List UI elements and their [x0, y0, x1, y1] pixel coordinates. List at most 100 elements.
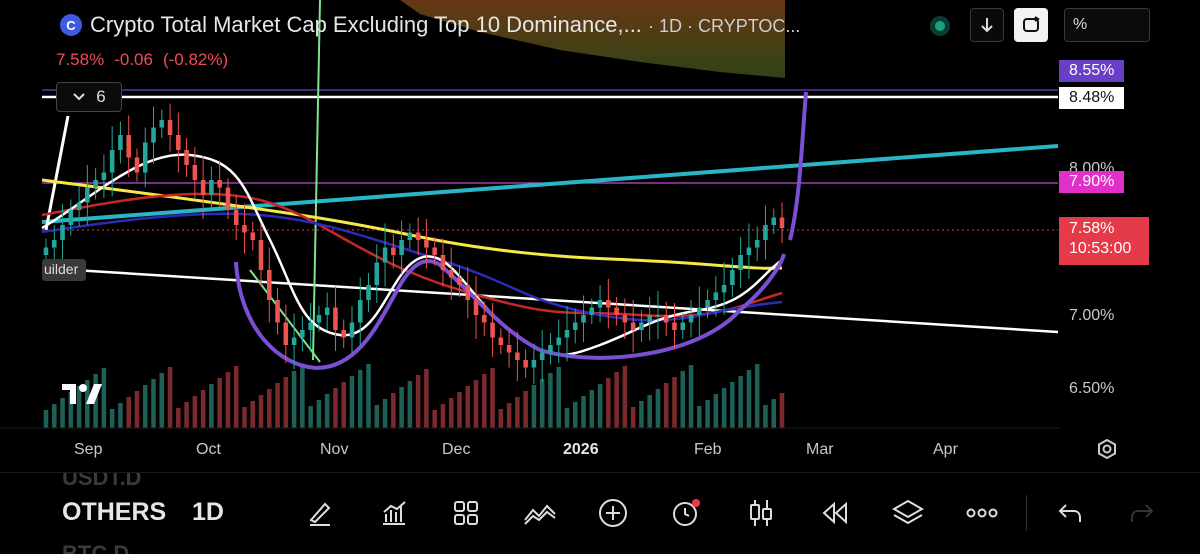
current-symbol[interactable]: OTHERS — [62, 498, 167, 526]
compare-button[interactable] — [522, 495, 558, 531]
time-label-oct: Oct — [196, 441, 221, 458]
indicators-toggle[interactable]: 6 — [56, 82, 122, 112]
candle-body — [159, 120, 165, 128]
candle-body — [490, 322, 495, 338]
candle-body — [581, 315, 586, 323]
builder-label[interactable]: uilder — [42, 259, 86, 281]
price-label-6-50: 6.50% — [1069, 380, 1115, 397]
time-label-dec: Dec — [442, 441, 471, 458]
volume-bar — [713, 394, 719, 428]
volume-bar — [374, 405, 380, 428]
candle-body — [589, 307, 595, 315]
prev-symbol[interactable]: USDT.D — [62, 473, 142, 490]
volume-bar — [176, 408, 181, 428]
settings-gear-icon[interactable] — [1096, 438, 1118, 460]
candle-body — [746, 247, 752, 255]
candle-body — [730, 270, 735, 285]
chart-canvas[interactable] — [0, 0, 1200, 470]
price-tag-magenta[interactable]: 7.90% — [1059, 171, 1125, 193]
volume-bar — [655, 389, 661, 428]
volume-bar — [225, 372, 231, 428]
trend-line-teal — [41, 144, 1059, 224]
candle-body — [391, 247, 396, 255]
volume-bar — [391, 393, 396, 428]
candle-body — [333, 307, 338, 330]
green-diagonal-line — [249, 269, 321, 363]
redo-button[interactable] — [1124, 495, 1160, 531]
candle-body — [341, 330, 346, 338]
volume-bar — [242, 407, 247, 428]
volume-bar — [382, 399, 388, 428]
indicators-button[interactable] — [376, 495, 412, 531]
candle-body — [432, 247, 437, 255]
scale-mode-field[interactable]: % — [1064, 8, 1150, 42]
last-price: 7.58% — [56, 50, 105, 69]
chart-type-button[interactable] — [743, 495, 779, 531]
volume-bar — [341, 382, 346, 428]
symbol-header[interactable]: C Crypto Total Market Cap Excluding Top … — [60, 12, 800, 38]
chart-area[interactable]: C Crypto Total Market Cap Excluding Top … — [0, 0, 1200, 470]
volume-bar — [324, 394, 330, 428]
candle-body — [482, 315, 487, 323]
volume-bar — [366, 364, 371, 428]
volume-bar — [267, 389, 272, 428]
current-interval[interactable]: 1D — [192, 498, 224, 526]
candle-body — [457, 277, 462, 285]
candles — [43, 103, 785, 384]
volume-bar — [606, 378, 611, 428]
replay-button[interactable] — [816, 495, 852, 531]
candle-body — [101, 172, 107, 180]
volume-bar — [705, 400, 710, 428]
tradingview-logo — [62, 384, 102, 404]
symbol-switcher[interactable]: USDT.D OTHERS 1D BTC.D — [62, 473, 262, 554]
volume-bar — [357, 370, 363, 428]
volume-bar — [457, 392, 462, 428]
candle-body — [407, 232, 413, 240]
candle-body — [275, 300, 280, 323]
candle-body — [200, 180, 206, 195]
download-button[interactable] — [970, 8, 1004, 42]
volume-bar — [51, 404, 57, 428]
candle-body — [184, 150, 189, 165]
volume-bar — [151, 379, 156, 428]
price-tag-white[interactable]: 8.48% — [1059, 87, 1125, 109]
candle-body — [564, 330, 570, 338]
volume-bar — [142, 385, 148, 428]
candle-body — [324, 307, 330, 315]
candle-body — [622, 315, 628, 323]
price-tag-current[interactable]: 7.58% 10:53:00 — [1059, 217, 1149, 265]
candle-body — [515, 352, 520, 360]
volume-bar — [490, 368, 495, 428]
candle-body — [109, 150, 115, 173]
volume-bar — [134, 391, 140, 428]
candle-body — [76, 202, 82, 210]
candle-body — [639, 322, 644, 330]
next-symbol[interactable]: BTC.D — [62, 541, 130, 554]
volume-bar — [76, 386, 82, 428]
candle-body — [614, 307, 619, 315]
price-tag-purple[interactable]: 8.55% — [1059, 60, 1125, 82]
candle-body — [548, 345, 553, 353]
add-button[interactable] — [595, 495, 631, 531]
draw-button[interactable] — [302, 495, 338, 531]
ma-yellow — [41, 178, 783, 270]
volume-bar — [663, 383, 669, 428]
chart-title[interactable]: Crypto Total Market Cap Excluding Top 10… — [90, 12, 801, 37]
templates-button[interactable] — [448, 495, 484, 531]
candle-body — [60, 225, 65, 240]
undo-button[interactable] — [1052, 495, 1088, 531]
alert-button[interactable] — [668, 495, 704, 531]
more-button[interactable] — [964, 495, 1000, 531]
candle-body — [374, 262, 380, 285]
layers-button[interactable] — [890, 495, 926, 531]
candle-body — [473, 300, 479, 315]
candle-body — [250, 232, 256, 240]
candle-body — [572, 322, 578, 330]
candle-body — [630, 322, 636, 330]
candle-body — [647, 315, 652, 323]
market-status-indicator[interactable] — [930, 16, 950, 36]
replay-sync-button[interactable] — [1014, 8, 1048, 42]
volume-bar — [300, 365, 305, 428]
time-label-2026: 2026 — [563, 441, 599, 458]
candle-body — [655, 315, 661, 317]
